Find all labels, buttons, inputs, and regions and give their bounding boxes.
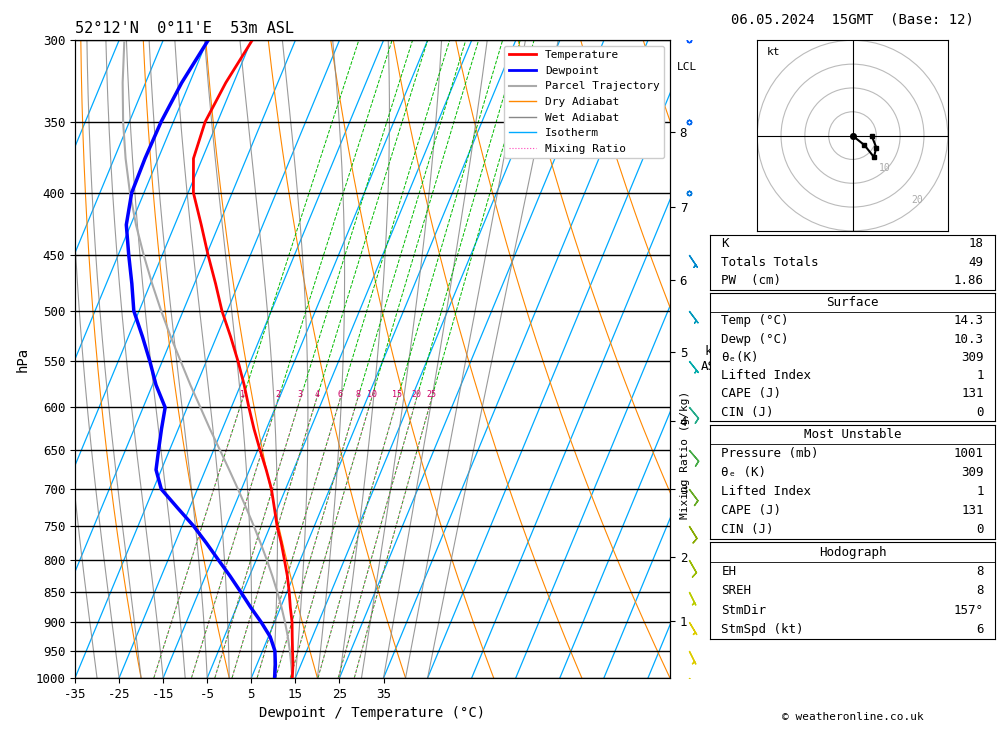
- Text: 3: 3: [298, 389, 303, 399]
- Text: 8: 8: [976, 584, 984, 597]
- Text: PW  (cm): PW (cm): [721, 274, 781, 287]
- Legend: Temperature, Dewpoint, Parcel Trajectory, Dry Adiabat, Wet Adiabat, Isotherm, Mi: Temperature, Dewpoint, Parcel Trajectory…: [504, 46, 664, 158]
- Text: Hodograph: Hodograph: [819, 545, 886, 559]
- Text: Surface: Surface: [826, 296, 879, 309]
- Text: 10.3: 10.3: [954, 333, 984, 345]
- Text: 25: 25: [427, 389, 437, 399]
- Text: 1: 1: [976, 369, 984, 382]
- Text: StmSpd (kt): StmSpd (kt): [721, 623, 804, 636]
- Text: 309: 309: [961, 466, 984, 479]
- Text: 1: 1: [976, 485, 984, 498]
- Text: K: K: [721, 237, 729, 250]
- Text: CAPE (J): CAPE (J): [721, 388, 781, 400]
- Text: 6: 6: [338, 389, 343, 399]
- Text: 4: 4: [314, 389, 319, 399]
- Text: LCL: LCL: [677, 62, 697, 73]
- Text: 1001: 1001: [954, 447, 984, 460]
- Text: CIN (J): CIN (J): [721, 406, 774, 419]
- Text: 131: 131: [961, 504, 984, 517]
- Text: 157°: 157°: [954, 604, 984, 616]
- Text: 8: 8: [355, 389, 360, 399]
- Text: 1.86: 1.86: [954, 274, 984, 287]
- Text: 20: 20: [911, 196, 923, 205]
- Text: 52°12'N  0°11'E  53m ASL: 52°12'N 0°11'E 53m ASL: [75, 21, 294, 37]
- Text: Lifted Index: Lifted Index: [721, 369, 811, 382]
- Text: CAPE (J): CAPE (J): [721, 504, 781, 517]
- Text: 49: 49: [969, 256, 984, 268]
- Text: 20: 20: [411, 389, 421, 399]
- Text: 6: 6: [976, 623, 984, 636]
- Text: Most Unstable: Most Unstable: [804, 428, 901, 441]
- Text: 131: 131: [961, 388, 984, 400]
- Text: θₑ(K): θₑ(K): [721, 351, 759, 364]
- Text: 0: 0: [976, 523, 984, 536]
- Text: 0: 0: [976, 406, 984, 419]
- Y-axis label: hPa: hPa: [16, 347, 30, 372]
- Text: 14.3: 14.3: [954, 314, 984, 327]
- Text: © weatheronline.co.uk: © weatheronline.co.uk: [782, 712, 923, 721]
- Text: 15: 15: [392, 389, 402, 399]
- X-axis label: Dewpoint / Temperature (°C): Dewpoint / Temperature (°C): [259, 707, 486, 721]
- Text: 2: 2: [276, 389, 281, 399]
- Text: Pressure (mb): Pressure (mb): [721, 447, 819, 460]
- Text: Totals Totals: Totals Totals: [721, 256, 819, 268]
- Text: 18: 18: [969, 237, 984, 250]
- Text: Dewp (°C): Dewp (°C): [721, 333, 789, 345]
- Text: kt: kt: [767, 47, 780, 56]
- Text: 06.05.2024  15GMT  (Base: 12): 06.05.2024 15GMT (Base: 12): [731, 12, 974, 26]
- Text: θₑ (K): θₑ (K): [721, 466, 766, 479]
- Text: EH: EH: [721, 565, 736, 578]
- Text: SREH: SREH: [721, 584, 751, 597]
- Text: 10: 10: [879, 163, 891, 173]
- Text: Lifted Index: Lifted Index: [721, 485, 811, 498]
- Text: StmDir: StmDir: [721, 604, 766, 616]
- Text: 1: 1: [240, 389, 245, 399]
- Text: Temp (°C): Temp (°C): [721, 314, 789, 327]
- Text: 10: 10: [367, 389, 377, 399]
- Text: 309: 309: [961, 351, 984, 364]
- Y-axis label: km
ASL: km ASL: [701, 345, 723, 373]
- Text: CIN (J): CIN (J): [721, 523, 774, 536]
- Text: Mixing Ratio (g/kg): Mixing Ratio (g/kg): [680, 391, 690, 519]
- Text: 8: 8: [976, 565, 984, 578]
